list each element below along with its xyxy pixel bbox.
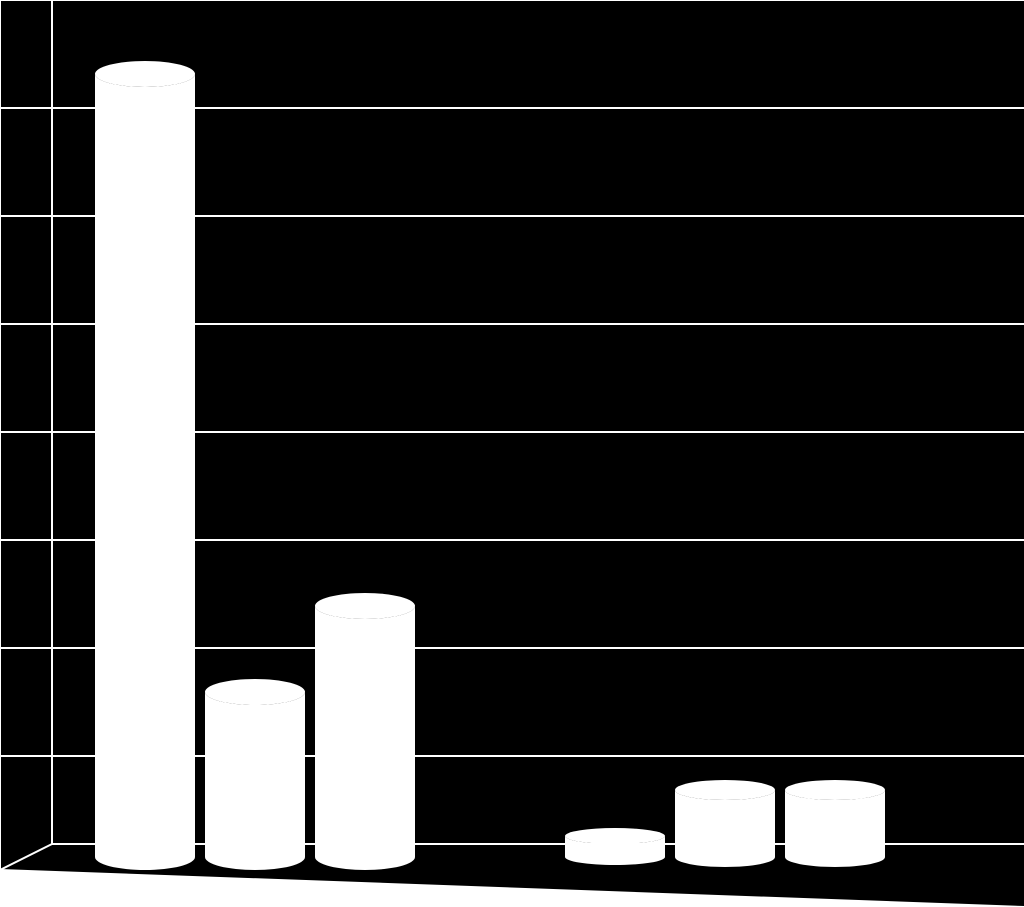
bar-cylinder: [95, 61, 195, 870]
bar-cylinder: [565, 828, 665, 865]
bar-cylinder: [205, 679, 305, 870]
bar-cylinder: [785, 780, 885, 867]
back-wall: [52, 0, 1024, 844]
side-wall: [0, 0, 52, 870]
bar-cylinder: [315, 593, 415, 870]
bar-cylinder: [675, 780, 775, 867]
bar-chart-3d: [0, 0, 1024, 907]
